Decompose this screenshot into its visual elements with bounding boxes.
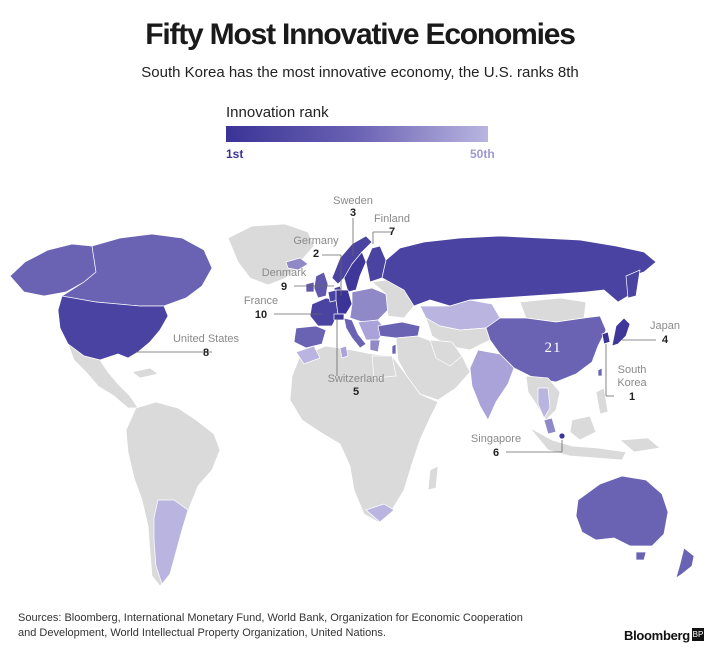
central-europe [349,287,389,323]
chart-title: Fifty Most Innovative Economies [145,18,576,51]
label-france-name: France [244,295,278,307]
south-korea [601,331,611,345]
uk [313,271,329,299]
africa [289,345,439,523]
label-japan-name: Japan [650,320,680,332]
iran [429,339,463,367]
new-zealand [675,547,695,579]
label-finland-name: Finland [374,213,410,225]
iceland [285,257,309,271]
label-china-rank: 21 [545,340,562,356]
south-africa [365,503,395,523]
label-switzerland-name: Switzerland [328,373,385,385]
japan [611,317,631,347]
malaysia [543,417,557,435]
sources-note: Sources: Bloomberg, International Moneta… [18,612,523,639]
argentina [153,499,189,585]
label-switzerland-rank: 5 [353,386,359,398]
iberia [293,325,327,349]
legend-high-label: 50th [470,147,495,161]
label-finland-rank: 7 [389,226,395,238]
label-singapore-name: Singapore [471,433,521,445]
label-germany-name: Germany [293,235,339,247]
morocco [295,345,321,365]
label-south-korea-name2: Korea [617,377,647,389]
label-sweden-rank: 3 [350,207,356,219]
india [469,349,515,421]
greece [369,339,381,353]
label-denmark-name: Denmark [262,267,307,279]
label-south-korea-rank: 1 [629,391,635,403]
germany [335,289,353,315]
israel [391,343,397,355]
label-singapore-rank: 6 [493,447,499,459]
label-sweden-name: Sweden [333,195,373,207]
ireland [305,281,315,293]
label-germany-rank: 2 [313,248,319,260]
madagascar [427,465,439,491]
chart-subtitle: South Korea has the most innovative econ… [141,64,579,81]
label-us-name: United States [173,333,240,345]
label-france-rank: 10 [255,309,267,321]
legend-low-label: 1st [226,147,244,161]
legend-color-bar [226,126,488,142]
tunisia [339,345,349,359]
egypt [371,355,397,379]
world-map: Sweden 3 Finland 7 Germany 2 Denmark 9 F… [9,195,695,587]
new-guinea [619,437,661,453]
switzerland [333,313,345,321]
singapore [558,432,566,440]
france [309,297,339,327]
borneo [569,415,597,441]
cuba [131,367,159,379]
tasmania [635,551,647,561]
bloomberg-logo: Bloomberg [624,628,690,643]
thailand [537,387,551,419]
label-us-rank: 8 [203,347,209,359]
turkey [377,321,421,339]
label-south-korea-name: South [618,364,647,376]
bloomberg-mark-icon: BP [692,628,704,641]
sweden [343,251,367,293]
kamchatka [625,269,641,299]
italy [343,317,367,349]
australia [575,475,669,547]
russia [381,235,657,307]
taiwan [597,367,603,377]
philippines [595,387,609,415]
legend-title: Innovation rank [226,104,329,121]
usa [57,295,169,361]
label-denmark-rank: 9 [281,281,287,293]
label-japan-rank: 4 [662,334,669,346]
